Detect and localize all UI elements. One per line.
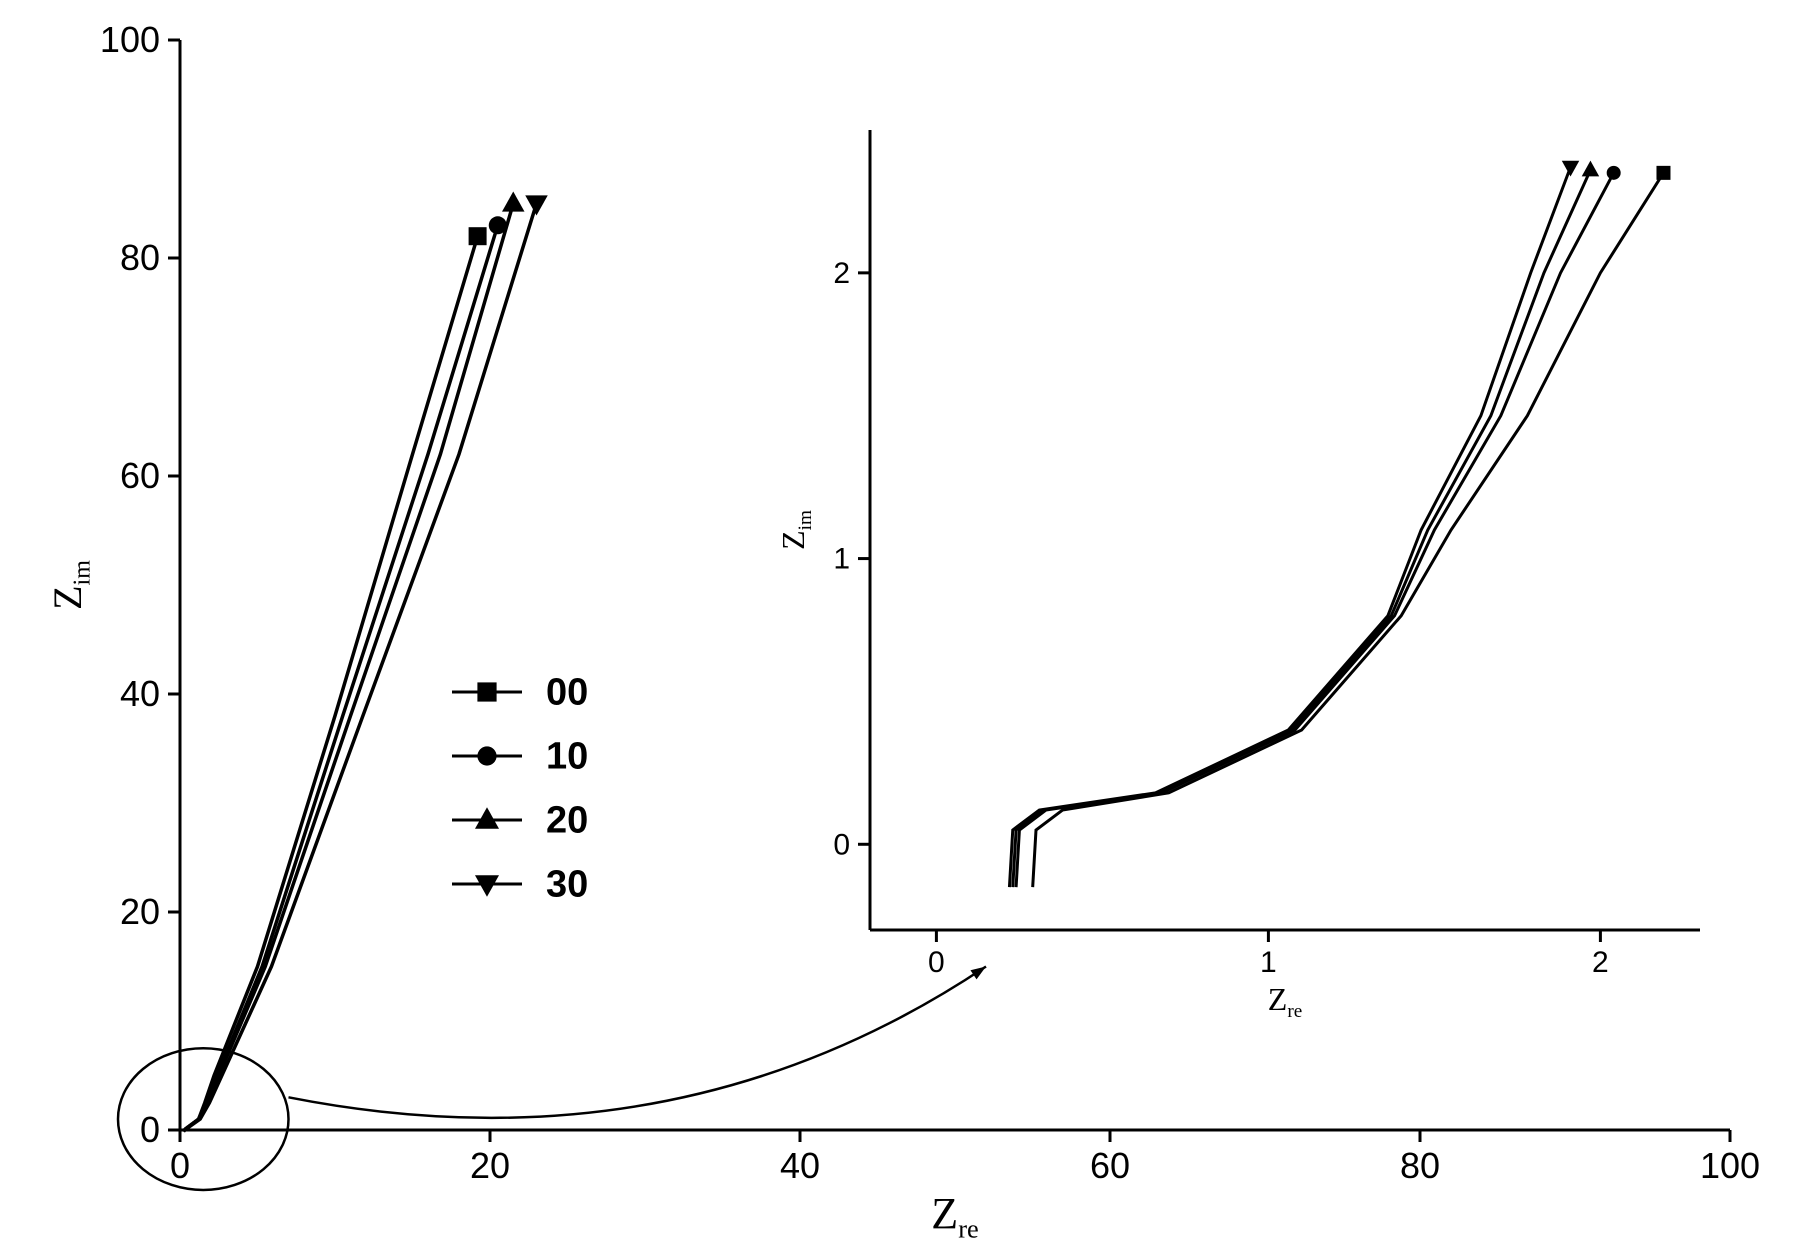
y-tick-label: 80 xyxy=(120,237,160,278)
callout-arrowhead xyxy=(970,967,986,980)
legend-label: 00 xyxy=(546,672,588,714)
x-tick-label: 60 xyxy=(1090,1145,1130,1186)
x-tick-label: 20 xyxy=(470,1145,510,1186)
x-tick-label: 2 xyxy=(1592,946,1609,979)
y-tick-label: 100 xyxy=(100,19,160,60)
legend-label: 30 xyxy=(546,864,588,906)
nyquist-plot-figure: 020406080100020406080100ZreZim012012ZreZ… xyxy=(0,0,1815,1252)
series-10 xyxy=(1016,173,1614,887)
series-00 xyxy=(1033,173,1664,887)
series-30 xyxy=(1009,167,1570,887)
x-tick-label: 80 xyxy=(1400,1145,1440,1186)
series-00 xyxy=(183,236,478,1131)
y-tick-label: 2 xyxy=(833,257,850,290)
callout-arrow xyxy=(289,967,987,1118)
legend-label: 20 xyxy=(546,800,588,842)
legend: 00 10 20 30 xyxy=(452,672,588,906)
y-axis-label: Zim xyxy=(45,560,96,610)
y-tick-label: 20 xyxy=(120,891,160,932)
inset-chart: 0 1 2 0 1 2 Zre Zim xyxy=(775,130,1700,1022)
y-axis-label: Zim xyxy=(775,510,816,550)
y-tick-label: 40 xyxy=(120,673,160,714)
series-20 xyxy=(1013,170,1591,887)
y-tick-label: 0 xyxy=(140,1109,160,1150)
x-tick-label: 0 xyxy=(928,946,945,979)
x-tick-label: 1 xyxy=(1260,946,1277,979)
series-10 xyxy=(183,225,498,1131)
x-axis-label: Zre xyxy=(931,1189,978,1244)
y-tick-label: 0 xyxy=(833,828,850,861)
x-axis-label: Zre xyxy=(1268,981,1302,1022)
x-tick-label: 40 xyxy=(780,1145,820,1186)
legend-label: 10 xyxy=(546,736,588,778)
y-tick-label: 60 xyxy=(120,455,160,496)
x-tick-label: 0 xyxy=(170,1145,190,1186)
x-tick-label: 100 xyxy=(1700,1145,1760,1186)
main-chart: 020406080100020406080100ZreZim xyxy=(45,19,1760,1244)
y-tick-label: 1 xyxy=(833,543,850,576)
